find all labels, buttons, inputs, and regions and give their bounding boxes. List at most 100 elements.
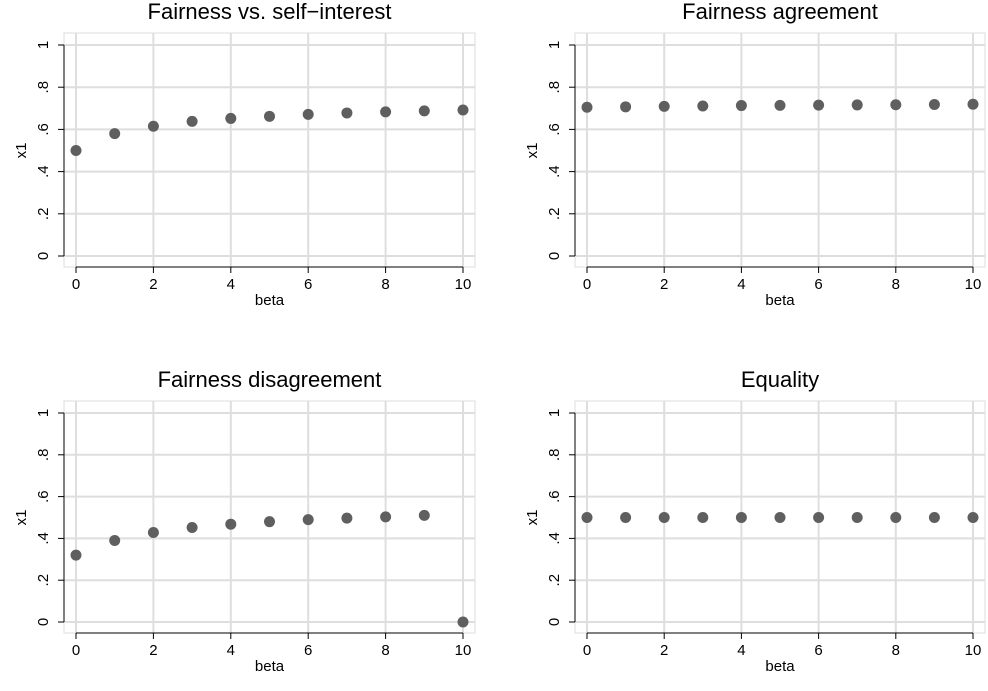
x-tick-label: 0: [72, 642, 80, 659]
data-point: [70, 549, 82, 561]
x-tick-label: 10: [965, 642, 982, 659]
y-tick-label: 1: [546, 409, 563, 417]
y-tick-label: .4: [546, 532, 563, 545]
plot-area: [63, 32, 476, 268]
x-tick-label: 4: [227, 642, 235, 659]
y-tick-label: 0: [546, 252, 563, 260]
x-axis-label: beta: [765, 292, 795, 309]
panel-title: Fairness vs. self−interest: [148, 0, 392, 24]
x-tick-label: 10: [455, 276, 472, 293]
y-tick-label: .4: [546, 165, 563, 178]
x-tick-label: 2: [660, 642, 668, 659]
data-point: [735, 100, 747, 112]
data-point: [658, 512, 670, 523]
panel-title: Equality: [741, 367, 819, 392]
y-tick-label: .6: [546, 123, 563, 136]
data-point: [851, 512, 863, 523]
data-point: [457, 616, 469, 628]
y-tick-label: 1: [546, 41, 563, 49]
y-tick-label: 0: [35, 252, 52, 260]
x-axis-label: beta: [255, 292, 285, 309]
data-point: [109, 128, 121, 140]
data-point: [225, 112, 237, 124]
data-point: [147, 527, 159, 539]
y-tick-label: .2: [546, 574, 563, 587]
data-point: [186, 522, 198, 534]
data-point: [967, 512, 979, 523]
x-tick-label: 0: [72, 276, 80, 293]
y-tick-label: .6: [35, 123, 52, 136]
y-axis-label: x1: [13, 143, 30, 159]
data-point: [813, 99, 825, 111]
x-tick-label: 6: [814, 642, 822, 659]
y-tick-label: 0: [35, 618, 52, 626]
data-point: [109, 534, 121, 546]
x-tick-label: 0: [583, 276, 591, 293]
y-tick-label: .6: [546, 490, 563, 503]
data-point: [581, 101, 593, 113]
y-tick-label: .8: [35, 81, 52, 94]
y-axis-label: x1: [524, 143, 541, 159]
y-tick-label: .8: [546, 81, 563, 94]
data-point: [147, 120, 159, 132]
data-point: [581, 512, 593, 523]
data-point: [890, 512, 902, 523]
data-point: [774, 99, 786, 111]
x-tick-label: 4: [737, 642, 745, 659]
data-point: [341, 512, 353, 524]
y-tick-label: .6: [35, 490, 52, 503]
y-tick-label: .8: [35, 449, 52, 462]
data-point: [620, 512, 632, 523]
x-tick-label: 4: [227, 276, 235, 293]
data-point: [928, 512, 940, 523]
data-point: [380, 106, 392, 118]
data-point: [658, 100, 670, 112]
data-point: [967, 98, 979, 110]
y-tick-label: 1: [35, 409, 52, 417]
y-tick-label: 1: [35, 41, 52, 49]
x-tick-label: 4: [737, 276, 745, 293]
x-tick-label: 6: [304, 642, 312, 659]
x-tick-label: 6: [814, 276, 822, 293]
plot-area: [574, 32, 986, 268]
data-point: [890, 99, 902, 111]
data-point: [341, 107, 353, 119]
data-point: [302, 108, 314, 120]
x-axis-label: beta: [255, 658, 285, 675]
data-point: [620, 101, 632, 113]
x-tick-label: 0: [583, 642, 591, 659]
y-axis-label: x1: [13, 510, 30, 526]
y-tick-label: .4: [35, 165, 52, 178]
x-tick-label: 8: [381, 276, 389, 293]
x-tick-label: 6: [304, 276, 312, 293]
data-point: [186, 115, 198, 127]
data-point: [813, 512, 825, 523]
data-point: [70, 145, 82, 156]
data-point: [418, 105, 430, 117]
y-axis-label: x1: [524, 510, 541, 526]
data-point: [851, 99, 863, 111]
x-tick-label: 10: [965, 276, 982, 293]
x-tick-label: 10: [455, 642, 472, 659]
x-tick-label: 2: [149, 276, 157, 293]
data-point: [264, 516, 275, 528]
y-tick-label: .2: [546, 208, 563, 221]
y-tick-label: .2: [35, 208, 52, 221]
y-tick-label: .8: [546, 449, 563, 462]
x-tick-label: 2: [660, 276, 668, 293]
data-point: [302, 514, 314, 526]
y-tick-label: 0: [546, 618, 563, 626]
panel-title: Fairness agreement: [682, 0, 878, 24]
data-point: [264, 110, 275, 122]
x-tick-label: 8: [892, 276, 900, 293]
x-tick-label: 2: [149, 642, 157, 659]
data-point: [774, 512, 786, 523]
y-tick-label: .2: [35, 574, 52, 587]
data-point: [418, 509, 430, 521]
data-point: [380, 511, 392, 523]
